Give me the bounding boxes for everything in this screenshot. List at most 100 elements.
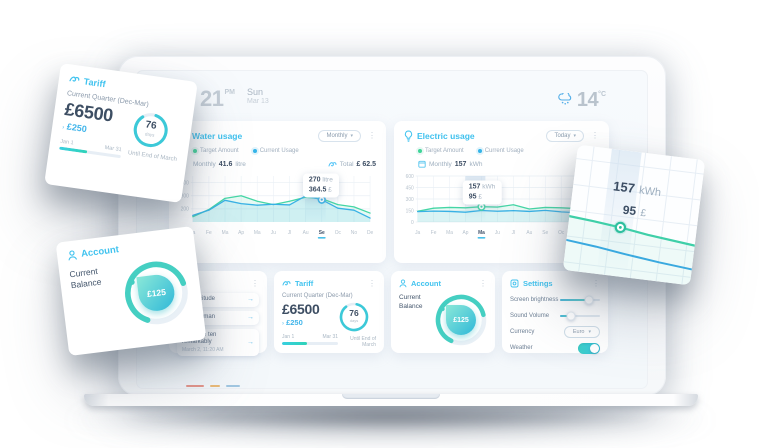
settings-kebab-icon[interactable]: ⋮ — [592, 278, 600, 288]
clock-day: Sun — [246, 87, 263, 97]
water-legend: Target Amount Current Usage — [193, 146, 376, 155]
currency-label: Currency — [510, 329, 535, 335]
water-range-dropdown[interactable]: Monthly ▾ — [318, 130, 361, 142]
arrow-right-icon[interactable]: → — [247, 338, 254, 346]
water-monthly-value: 41.6 — [218, 160, 233, 168]
tariff-range-start: Jan 1 — [282, 334, 295, 340]
floating-chart-zoom-card: 157 kWh 95 £ — [562, 144, 706, 286]
settings-card: Settings ⋮ Screen brightness Sound Volum… — [502, 271, 608, 354]
svg-text:Se: Se — [542, 230, 548, 236]
electric-range-dropdown[interactable]: Today ▾ — [546, 130, 584, 142]
water-range-value: Monthly — [326, 133, 348, 139]
arrow-right-icon[interactable]: → — [247, 296, 254, 304]
electric-monthly-unit: kWh — [469, 160, 483, 168]
tariff-card: Tariff ⋮ Current Quarter (Dec-Mar) £6500… — [274, 271, 384, 353]
clock-hour: 21 — [200, 86, 224, 111]
currency-dropdown[interactable]: Euro ▾ — [563, 326, 600, 338]
tariff-until-label: Until End of March — [127, 150, 178, 163]
settings-title: Settings — [523, 279, 553, 288]
volume-label: Sound Volume — [510, 313, 550, 319]
tooltip-usage-unit: kWh — [638, 184, 662, 200]
balance-droplet-badge: £125 — [446, 305, 476, 335]
currency-value: Euro — [572, 329, 585, 335]
tooltip-cost-value: 95 — [621, 203, 637, 219]
weather-widget: 14 °C — [558, 90, 606, 110]
water-monthly-unit: litre — [235, 160, 246, 168]
target-amount-dot — [193, 148, 197, 153]
current-usage-dot — [477, 148, 482, 153]
balance-gauge: £125 — [116, 253, 196, 333]
svg-text:Ju: Ju — [271, 230, 276, 236]
svg-text:Ma: Ma — [254, 230, 261, 236]
notification-timestamp: March 2, 11:20 AM — [182, 347, 224, 354]
svg-text:Jl: Jl — [288, 230, 292, 236]
electric-monthly-value: 157 — [454, 160, 467, 168]
svg-text:Fe: Fe — [431, 230, 437, 236]
brightness-slider[interactable] — [560, 295, 600, 305]
clock-meridiem: PM — [224, 89, 235, 96]
zoomed-chart — [562, 144, 706, 286]
svg-text:Se: Se — [319, 230, 325, 236]
electric-panel-kebab-icon[interactable]: ⋮ — [591, 131, 599, 140]
tariff-icon — [69, 76, 80, 82]
svg-text:Fe: Fe — [206, 230, 212, 236]
tariff-kebab-icon[interactable]: ⋮ — [368, 278, 376, 288]
svg-text:Jl: Jl — [512, 230, 516, 236]
balance-value: £125 — [453, 316, 469, 324]
account-title: Account — [411, 279, 441, 288]
rain-cloud-icon — [558, 93, 572, 105]
svg-text:0: 0 — [411, 220, 414, 226]
svg-text:300: 300 — [406, 197, 414, 203]
notifications-kebab-icon[interactable]: ⋮ — [251, 278, 259, 288]
current-usage-dot — [252, 148, 257, 153]
svg-text:Ap: Ap — [463, 230, 469, 236]
account-kebab-icon[interactable]: ⋮ — [479, 278, 487, 288]
days-remaining-ring: 76 days — [338, 301, 370, 333]
tooltip-cost-currency: £ — [639, 208, 647, 220]
person-icon — [68, 250, 78, 261]
laptop-floor-shadow-dark — [130, 402, 650, 428]
panel-title-water: Water usage — [192, 131, 243, 141]
delta-arrow-icon: › — [61, 124, 65, 132]
volume-slider[interactable] — [560, 311, 600, 321]
legend-target-label: Target Amount — [425, 147, 464, 154]
svg-text:Ma: Ma — [222, 230, 229, 236]
electric-range-value: Today — [554, 133, 571, 139]
laptop-base — [84, 394, 698, 406]
target-amount-dot — [418, 148, 422, 153]
electric-usage-panel: Electric usage Today ▾ ⋮ Target Amount C… — [394, 121, 609, 263]
tariff-title: Tariff — [295, 279, 314, 288]
arrow-right-icon[interactable]: → — [247, 314, 254, 322]
days-remaining-ring: 76 days — [129, 109, 172, 152]
tariff-delta: £250 — [66, 121, 88, 135]
svg-text:Ma: Ma — [478, 230, 485, 236]
tariff-until-label: Until End of March — [350, 336, 376, 348]
balance-value: £125 — [146, 286, 167, 300]
weather-toggle[interactable] — [578, 342, 600, 354]
floating-account-card: Account Current Balance £125 — [55, 226, 207, 356]
balance-gauge: £125 — [432, 291, 490, 349]
calendar-icon — [418, 160, 426, 168]
floating-tariff-card: Tariff Current Quarter (Dec-Mar) £6500 ›… — [44, 62, 198, 204]
laptop-notch — [342, 394, 440, 399]
water-usage-panel: Water usage Monthly ▾ ⋮ Target Amount Cu… — [169, 121, 386, 263]
dashboard-topbar: ⋮ 21 PM Sun Mar 13 14 °C — [136, 86, 648, 118]
clock-date: Mar 13 — [246, 97, 269, 105]
electric-monthly-label: Monthly — [429, 160, 452, 168]
svg-text:Ma: Ma — [446, 230, 453, 236]
chevron-down-icon: ▾ — [573, 133, 576, 139]
lightbulb-icon — [404, 130, 413, 142]
delta-arrow-icon: › — [282, 321, 284, 327]
water-panel-kebab-icon[interactable]: ⋮ — [368, 131, 376, 140]
svg-text:400: 400 — [181, 180, 189, 186]
water-chart[interactable]: 400300200JaFeMaApMaJuJlAuSeOcNoDe 270 li… — [179, 172, 376, 244]
svg-text:150: 150 — [406, 208, 414, 214]
water-total-label: Total — [339, 160, 354, 168]
panel-title-electric: Electric usage — [417, 131, 475, 141]
temperature-unit: °C — [598, 91, 606, 98]
chevron-down-icon: ▾ — [350, 133, 353, 139]
tariff-range-end: Mar 31 — [322, 334, 338, 340]
svg-text:Oc: Oc — [558, 230, 565, 236]
cutoff-content-sliver — [186, 385, 240, 387]
